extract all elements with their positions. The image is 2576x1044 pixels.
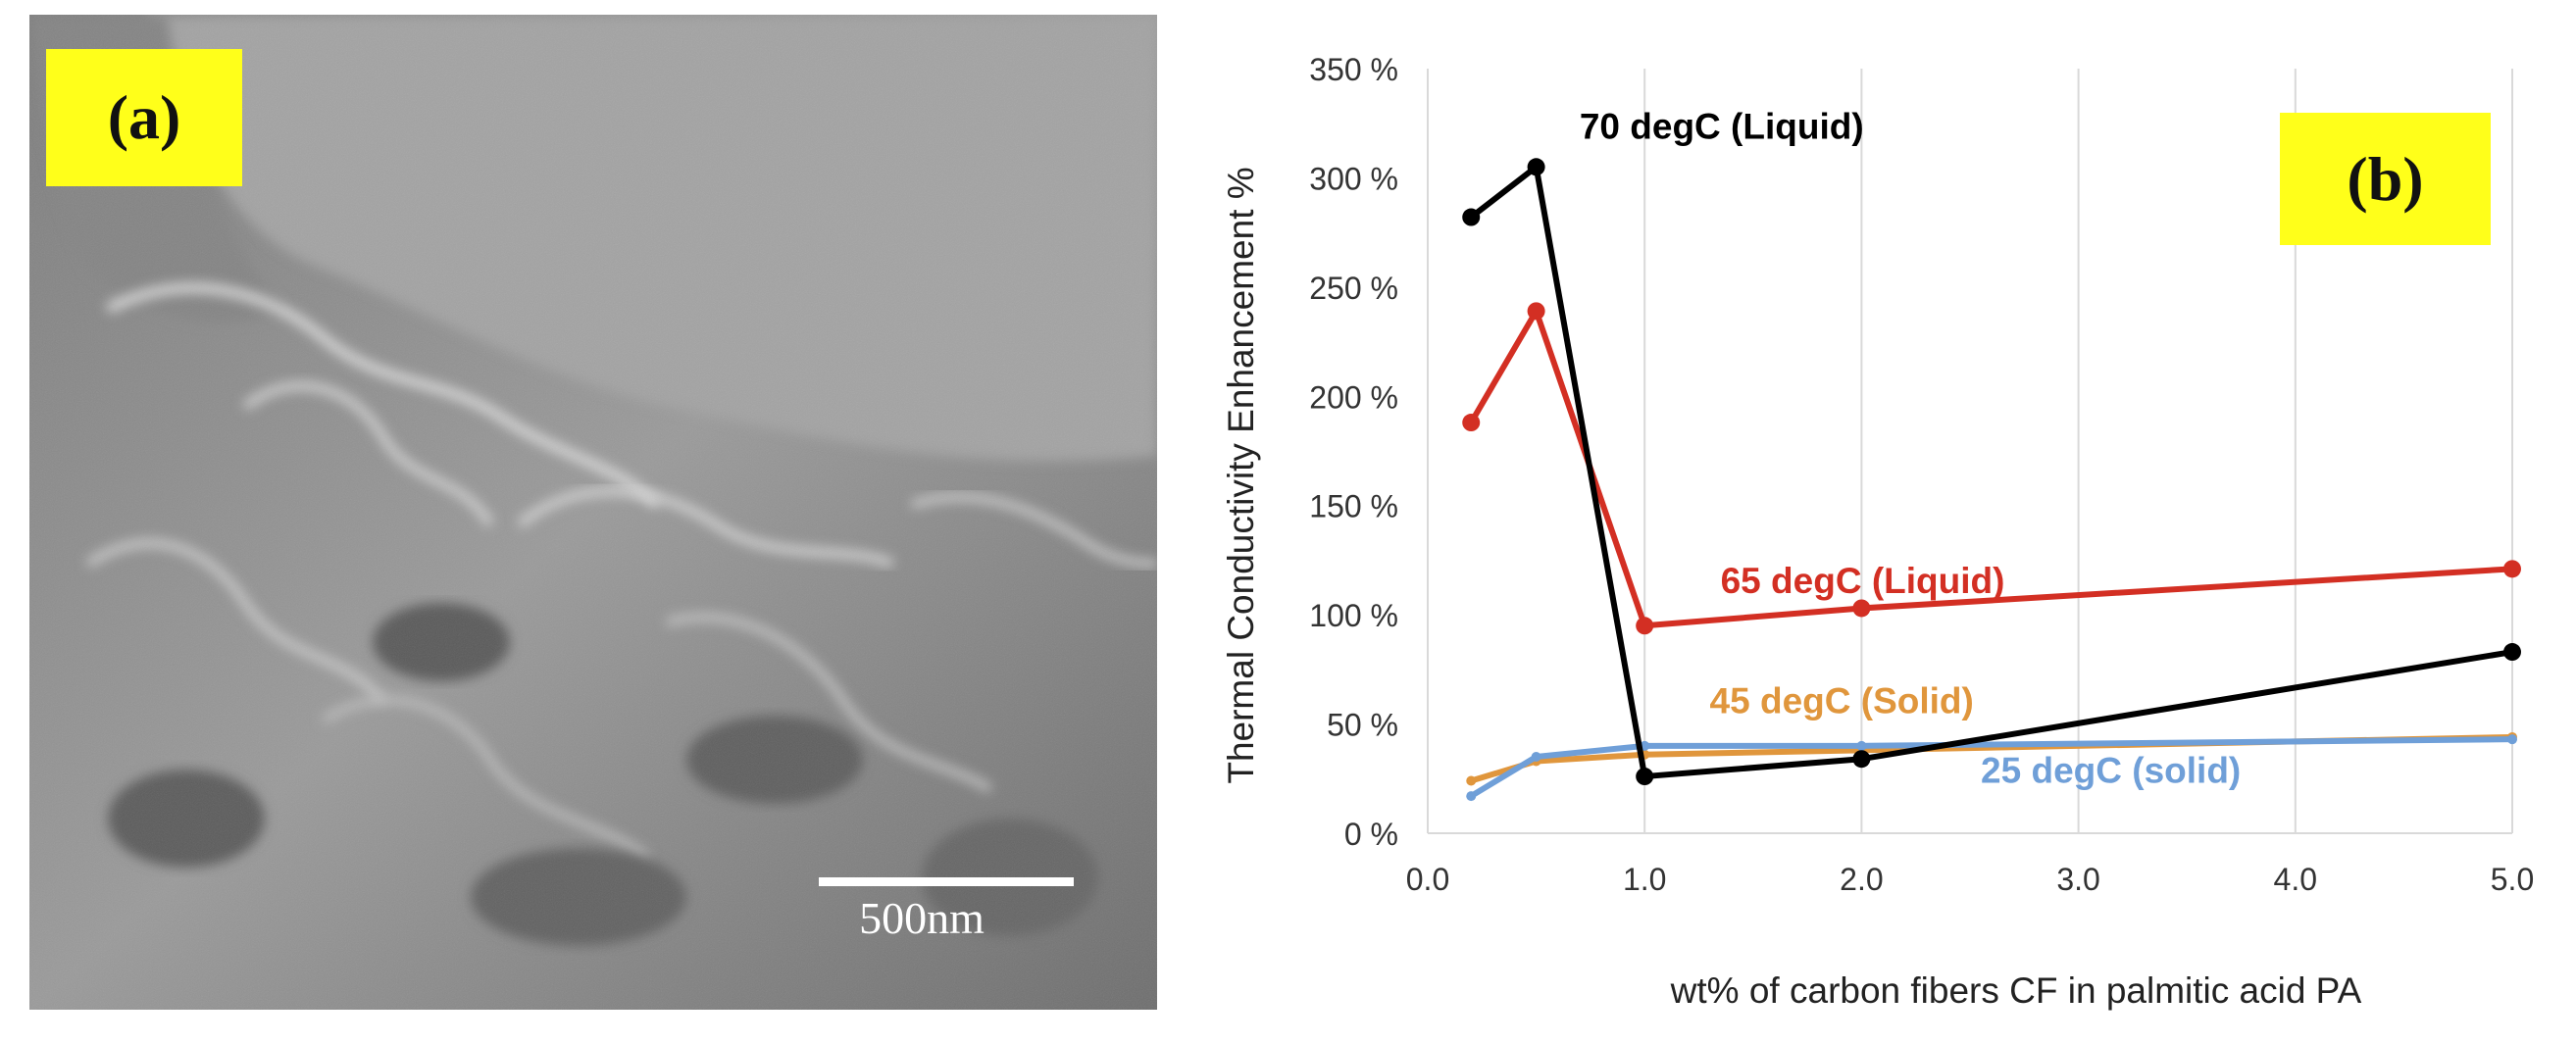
x-tick-label: 2.0 [1840, 862, 1883, 897]
x-tick-label: 5.0 [2491, 862, 2534, 897]
x-tick-labels: 0.0 1.0 2.0 3.0 4.0 5.0 [1406, 862, 2534, 897]
x-tick-label: 1.0 [1623, 862, 1666, 897]
data-point [1527, 158, 1545, 176]
line-chart: 0 % 50 % 100 % 150 % 200 % 250 % 300 % 350 % 0.… [1221, 52, 2534, 1011]
x-tick-label: 0.0 [1406, 862, 1449, 897]
y-axis-label: Thermal Conductivity Enhancement % [1221, 167, 1261, 783]
series-label: 70 degC (Liquid) [1580, 106, 1864, 146]
y-tick-labels: 0 % 50 % 100 % 150 % 200 % 250 % 300 % 350 % [1309, 52, 1398, 852]
y-tick-label: 250 % [1309, 271, 1398, 306]
data-point [1852, 750, 1871, 769]
scale-bar-label: 500nm [859, 893, 985, 943]
panel-b-label: (b) [2280, 113, 2491, 245]
data-point [1636, 617, 1654, 635]
x-axis-label: wt% of carbon fibers CF in palmitic acid… [1670, 970, 2362, 1011]
data-point [1527, 302, 1545, 321]
data-point [1852, 599, 1871, 618]
y-tick-label: 0 % [1344, 817, 1398, 852]
chart-grid [1427, 69, 2513, 834]
data-point [2503, 560, 2521, 578]
series-label: 45 degC (Solid) [1710, 680, 1974, 721]
data-point [1466, 791, 1477, 802]
data-point [2507, 734, 2517, 745]
y-tick-label: 200 % [1309, 379, 1398, 415]
data-point [1636, 768, 1654, 786]
panel-a-label: (a) [46, 49, 242, 186]
chart-series [1462, 158, 2521, 802]
data-point [1466, 775, 1477, 786]
scale-bar [819, 877, 1074, 886]
series-labels: 70 degC (Liquid) 65 degC (Liquid) 45 degC … [1580, 106, 2241, 790]
x-tick-label: 3.0 [2056, 862, 2099, 897]
x-tick-label: 4.0 [2274, 862, 2317, 897]
data-point [1462, 208, 1481, 226]
y-tick-label: 350 % [1309, 52, 1398, 87]
y-tick-label: 300 % [1309, 161, 1398, 196]
series-label: 25 degC (solid) [1981, 751, 2241, 791]
sem-image [29, 15, 1157, 1010]
series-label: 65 degC (Liquid) [1721, 561, 2005, 601]
y-tick-label: 100 % [1309, 598, 1398, 633]
data-point [1856, 740, 1867, 751]
y-tick-label: 50 % [1327, 708, 1398, 743]
data-point [2503, 643, 2521, 662]
data-point [1462, 414, 1481, 432]
y-tick-label: 150 % [1309, 489, 1398, 524]
data-point [1531, 752, 1541, 762]
series-line [1468, 164, 2515, 780]
